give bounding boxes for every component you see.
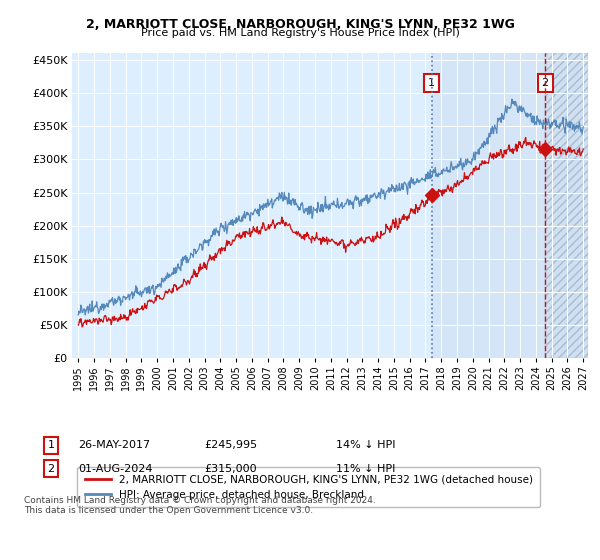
Bar [432, 53, 545, 358]
Text: 2, MARRIOTT CLOSE, NARBOROUGH, KING'S LYNN, PE32 1WG: 2, MARRIOTT CLOSE, NARBOROUGH, KING'S LY… [86, 18, 514, 31]
Text: 26-MAY-2017: 26-MAY-2017 [78, 440, 150, 450]
Bar [545, 53, 588, 358]
Text: Price paid vs. HM Land Registry's House Price Index (HPI): Price paid vs. HM Land Registry's House … [140, 28, 460, 38]
Legend: 2, MARRIOTT CLOSE, NARBOROUGH, KING'S LYNN, PE32 1WG (detached house), HPI: Aver: 2, MARRIOTT CLOSE, NARBOROUGH, KING'S LY… [77, 468, 540, 507]
Text: £245,995: £245,995 [204, 440, 257, 450]
Text: 2: 2 [542, 78, 548, 88]
Text: 1: 1 [428, 78, 435, 88]
Text: 1: 1 [47, 440, 55, 450]
Text: 01-AUG-2024: 01-AUG-2024 [78, 464, 152, 474]
Text: Contains HM Land Registry data © Crown copyright and database right 2024.
This d: Contains HM Land Registry data © Crown c… [24, 496, 376, 515]
Bar [545, 53, 588, 358]
Text: 11% ↓ HPI: 11% ↓ HPI [336, 464, 395, 474]
Text: £315,000: £315,000 [204, 464, 257, 474]
Text: 14% ↓ HPI: 14% ↓ HPI [336, 440, 395, 450]
Text: 2: 2 [47, 464, 55, 474]
